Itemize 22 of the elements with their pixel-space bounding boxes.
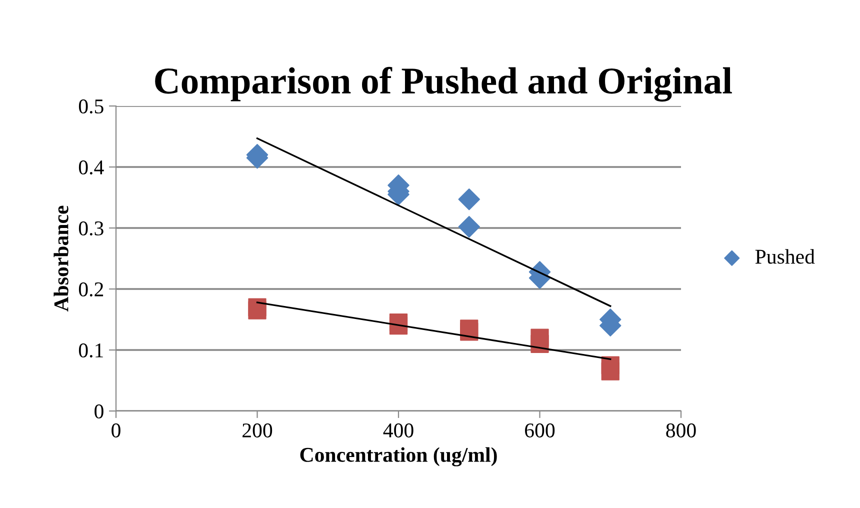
x-tick-label: 0 [112,423,120,438]
y-tick-label: 0.4 [78,160,104,175]
y-tick-label: 0.2 [78,282,104,297]
x-tick-label: 600 [525,423,555,438]
x-axis-title: Concentration (ug/ml) [300,447,497,466]
x-tick-label: 200 [242,423,272,438]
y-tick-label: 0.1 [78,343,103,358]
y-tick-label: 0.3 [78,221,104,236]
point [460,322,478,341]
x-tick-label: 800 [666,423,696,438]
point [248,301,266,320]
point [389,316,408,335]
point [601,362,620,380]
y-tick-label: 0.5 [78,99,104,114]
x-tick-label: 400 [383,423,414,438]
point [530,334,549,353]
point [458,216,480,238]
y-tick-label: 0 [94,404,104,418]
chart-title: Comparison of Pushed and Original [155,66,732,102]
y-axis-title: Absorbance [54,206,68,312]
point [458,188,480,210]
legend-label: Pushed [755,249,815,264]
